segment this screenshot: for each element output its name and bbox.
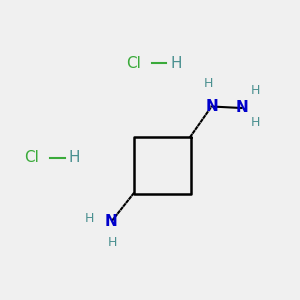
Text: H: H [250,116,260,128]
Text: N: N [235,100,248,116]
Text: H: H [85,212,94,226]
Text: H: H [69,150,80,165]
Text: Cl: Cl [126,56,141,70]
Text: H: H [250,84,260,97]
Text: Cl: Cl [24,150,39,165]
Text: H: H [171,56,182,70]
Text: N: N [105,214,117,230]
Text: H: H [204,77,213,90]
Text: H: H [108,236,117,249]
Text: N: N [205,99,218,114]
